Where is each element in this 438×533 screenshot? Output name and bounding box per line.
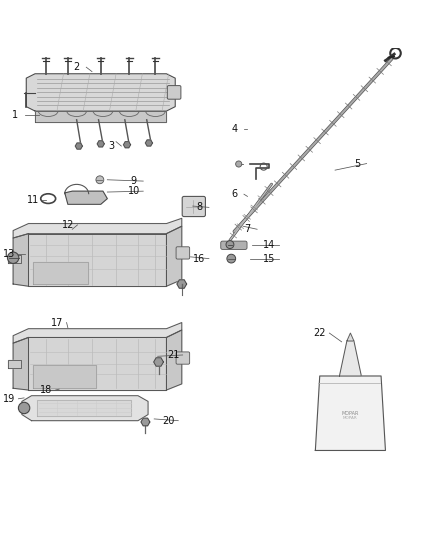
Polygon shape xyxy=(26,74,175,111)
Polygon shape xyxy=(145,140,152,146)
Polygon shape xyxy=(177,280,187,288)
Polygon shape xyxy=(339,341,361,376)
Polygon shape xyxy=(124,142,131,148)
Polygon shape xyxy=(97,141,104,147)
Text: 19: 19 xyxy=(3,394,15,404)
Polygon shape xyxy=(65,191,107,204)
Circle shape xyxy=(226,241,234,248)
Circle shape xyxy=(236,161,242,167)
Text: 3: 3 xyxy=(109,141,115,151)
FancyBboxPatch shape xyxy=(182,197,205,216)
Text: 20: 20 xyxy=(162,416,175,426)
Text: 6: 6 xyxy=(231,189,237,199)
FancyBboxPatch shape xyxy=(176,352,190,364)
Polygon shape xyxy=(33,365,96,388)
Polygon shape xyxy=(166,330,182,390)
Polygon shape xyxy=(8,360,21,368)
Text: 7: 7 xyxy=(244,224,251,235)
Polygon shape xyxy=(13,233,28,286)
FancyBboxPatch shape xyxy=(221,241,247,249)
Polygon shape xyxy=(8,255,21,263)
Polygon shape xyxy=(75,143,82,149)
Text: 18: 18 xyxy=(40,385,52,395)
Text: 2: 2 xyxy=(74,62,80,72)
Polygon shape xyxy=(28,337,166,390)
Polygon shape xyxy=(315,376,385,450)
Text: 22: 22 xyxy=(314,328,326,338)
Text: 11: 11 xyxy=(27,195,39,205)
Text: 14: 14 xyxy=(263,240,276,251)
Polygon shape xyxy=(33,262,88,284)
Polygon shape xyxy=(154,358,163,366)
Polygon shape xyxy=(28,233,166,286)
FancyBboxPatch shape xyxy=(176,247,190,259)
Text: 8: 8 xyxy=(196,203,202,212)
Polygon shape xyxy=(166,226,182,286)
Polygon shape xyxy=(35,111,166,122)
FancyBboxPatch shape xyxy=(167,86,181,99)
Text: 9: 9 xyxy=(131,176,137,186)
Text: 13: 13 xyxy=(3,249,15,259)
Polygon shape xyxy=(37,400,131,416)
Circle shape xyxy=(96,176,104,184)
Text: 12: 12 xyxy=(62,220,74,230)
Text: MOPAR: MOPAR xyxy=(343,416,358,419)
Circle shape xyxy=(18,402,30,414)
Text: 16: 16 xyxy=(193,254,205,264)
Circle shape xyxy=(7,252,19,263)
Circle shape xyxy=(227,254,236,263)
Text: MOPAR: MOPAR xyxy=(342,411,359,416)
Polygon shape xyxy=(13,337,28,390)
Text: 5: 5 xyxy=(354,159,360,168)
Polygon shape xyxy=(13,322,182,343)
Text: 17: 17 xyxy=(51,318,63,328)
Text: 1: 1 xyxy=(12,110,18,120)
Text: 15: 15 xyxy=(263,254,276,264)
Polygon shape xyxy=(13,219,182,238)
Text: 4: 4 xyxy=(231,124,237,134)
Polygon shape xyxy=(22,395,148,421)
Text: 10: 10 xyxy=(127,186,140,196)
Polygon shape xyxy=(347,333,354,341)
Polygon shape xyxy=(141,418,150,426)
Text: 21: 21 xyxy=(167,350,179,360)
